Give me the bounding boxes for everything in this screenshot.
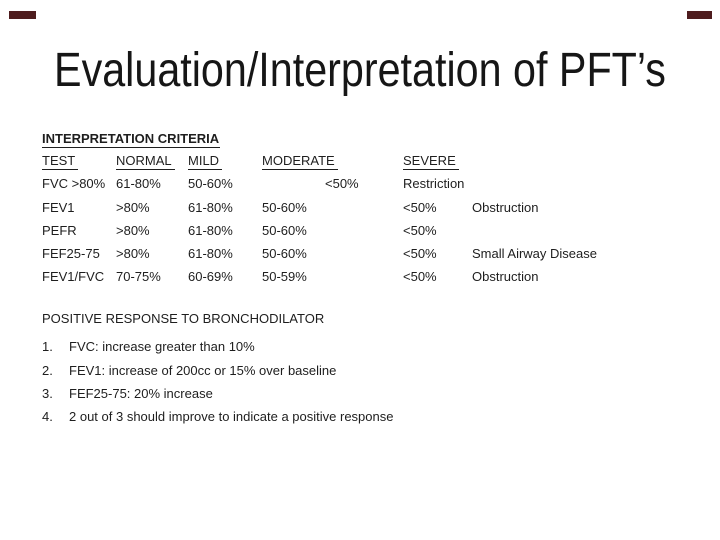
criteria-cell xyxy=(472,172,597,195)
slide-corner-mark-left xyxy=(9,11,36,19)
criteria-column-header: MILD xyxy=(188,149,262,172)
criteria-cell: 50-60% xyxy=(262,222,307,238)
bronchodilator-item-number: 4. xyxy=(42,409,53,425)
criteria-cell: >80% xyxy=(116,222,150,238)
bronchodilator-list: 1. FVC: increase greater than 10% 2. FEV1: … xyxy=(42,335,393,428)
criteria-cell xyxy=(472,219,597,242)
bronchodilator-item-text: FEV1: increase of 200cc or 15% over base… xyxy=(69,362,337,378)
criteria-cell: 50-60% xyxy=(188,176,233,192)
criteria-column-header: SEVERE xyxy=(403,149,472,172)
criteria-cell: 50-60% xyxy=(262,246,307,262)
criteria-column-header-text: MILD xyxy=(188,153,223,170)
bronchodilator-section: POSITIVE RESPONSE TO BRONCHODILATOR 1. FV… xyxy=(42,307,393,428)
criteria-cell: 61-80% xyxy=(188,199,233,215)
slide-corner-mark-right xyxy=(687,11,712,19)
criteria-column-header-spacer xyxy=(472,149,597,172)
criteria-cell: 50-60% xyxy=(262,199,307,215)
criteria-column-header: MODERATE xyxy=(262,149,403,172)
bronchodilator-item-text: FEF25-75: 20% increase xyxy=(69,385,213,401)
bronchodilator-heading: POSITIVE RESPONSE TO BRONCHODILATOR xyxy=(42,311,325,326)
criteria-cell: <50% xyxy=(403,269,437,285)
criteria-cell: <50% xyxy=(403,222,437,238)
criteria-cell: PEFR xyxy=(42,222,77,238)
criteria-cell: 50-59% xyxy=(262,269,307,285)
criteria-cell: >80% xyxy=(116,246,150,262)
criteria-cell: <50% xyxy=(403,246,437,262)
criteria-column-header-text: NORMAL xyxy=(116,153,175,170)
criteria-cell: 61-80% xyxy=(116,176,161,192)
criteria-column-header: TEST xyxy=(42,149,116,172)
criteria-cell: Obstruction xyxy=(472,199,539,215)
criteria-column-header-text: SEVERE xyxy=(403,153,459,170)
criteria-cell: FEV1/FVC xyxy=(42,269,105,285)
criteria-cell: Obstruction xyxy=(472,269,539,285)
criteria-cell: Restriction xyxy=(403,176,465,192)
criteria-cell: 60-69% xyxy=(188,269,233,285)
criteria-cell: FEV1 xyxy=(42,199,75,215)
criteria-table: TEST NORMAL MILD MODERATE SEVERE FVC >80% 61-8… xyxy=(42,149,597,289)
bronchodilator-item-number: 1. xyxy=(42,339,53,355)
criteria-heading: INTERPRETATION CRITERIA xyxy=(42,127,221,150)
criteria-cell: 61-80% xyxy=(188,222,233,238)
criteria-column-header-text: MODERATE xyxy=(262,153,338,170)
criteria-heading-text: INTERPRETATION CRITERIA xyxy=(42,131,221,148)
slide-title: Evaluation/Interpretation of PFT’s xyxy=(54,44,666,97)
criteria-cell: FVC >80% xyxy=(42,176,106,192)
criteria-cell: <50% xyxy=(325,176,359,192)
criteria-cell: 61-80% xyxy=(188,246,233,262)
criteria-cell: <50% xyxy=(403,199,437,215)
criteria-cell: Small Airway Disease xyxy=(472,246,597,262)
bronchodilator-item-number: 3. xyxy=(42,385,53,401)
criteria-cell: FEF25-75 xyxy=(42,246,100,262)
bronchodilator-item-text: 2 out of 3 should improve to indicate a … xyxy=(69,409,394,425)
bronchodilator-item-text: FVC: increase greater than 10% xyxy=(69,339,255,355)
criteria-cell: 70-75% xyxy=(116,269,161,285)
criteria-column-header: NORMAL xyxy=(116,149,188,172)
criteria-column-header-text: TEST xyxy=(42,153,79,170)
bronchodilator-item-number: 2. xyxy=(42,362,53,378)
criteria-cell: >80% xyxy=(116,199,150,215)
